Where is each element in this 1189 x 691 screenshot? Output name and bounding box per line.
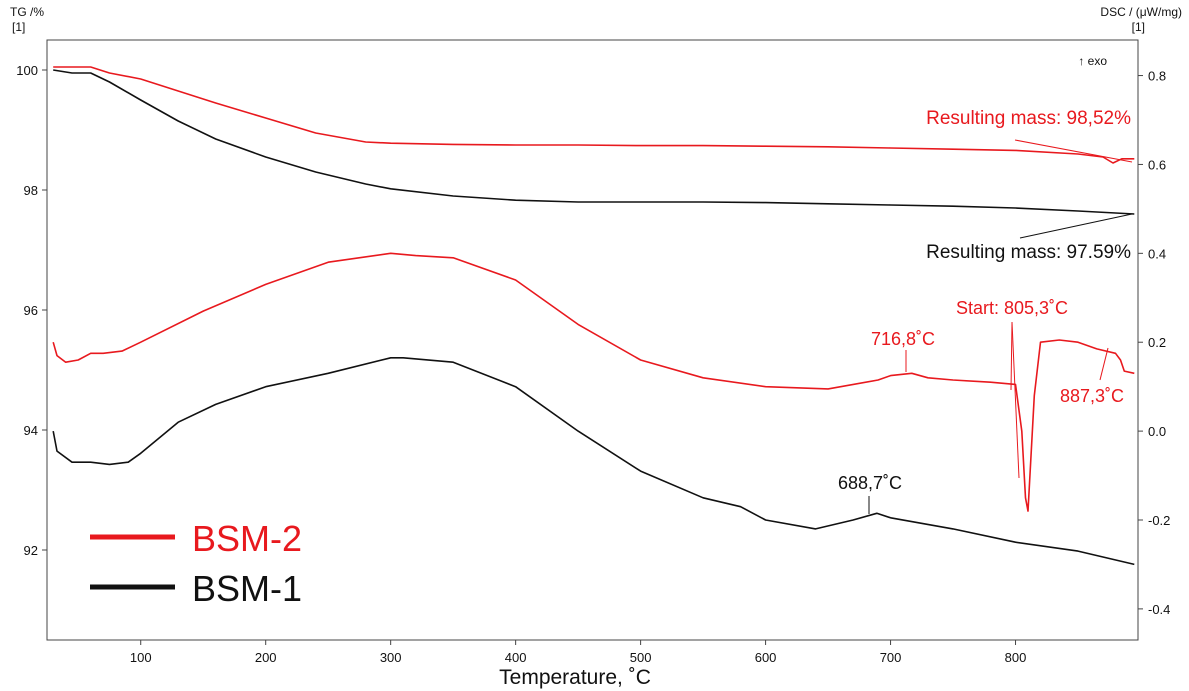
- x-tick-label: 400: [505, 650, 527, 665]
- legend-label-bsm2: BSM-2: [192, 518, 302, 559]
- left-tick-label: 98: [24, 183, 38, 198]
- x-tick-label: 500: [630, 650, 652, 665]
- left-tick-label: 94: [24, 423, 38, 438]
- right-tick-label: 0.4: [1148, 246, 1166, 261]
- right-tick-label: -0.4: [1148, 602, 1170, 617]
- right-axis-ticks: 0.8 0.6 0.4 0.2 0.0 -0.2 -0.4: [1138, 69, 1170, 617]
- right-axis-label: DSC / (μW/mg): [1100, 5, 1182, 19]
- left-axis-label: TG /%: [10, 5, 44, 19]
- leader-line-bsm1-mass: [1019, 213, 1133, 239]
- series-line-bsm-2-dsc: [52, 252, 1135, 512]
- annotation-8873: 887,3˚C: [1060, 386, 1124, 406]
- right-tick-label: 0.0: [1148, 424, 1166, 439]
- annotation-7168: 716,8˚C: [871, 329, 935, 349]
- x-tick-label: 200: [255, 650, 277, 665]
- x-tick-label: 100: [130, 650, 152, 665]
- right-tick-label: 0.2: [1148, 335, 1166, 350]
- series-layer: [52, 66, 1135, 566]
- exo-label: ↑ exo: [1078, 54, 1107, 68]
- leader-line-bsm2-mass: [1014, 139, 1133, 163]
- marker-start-8053-b: [1010, 321, 1013, 391]
- legend: BSM-2 BSM-1: [90, 518, 302, 609]
- marker-start-8053: [1011, 321, 1020, 479]
- annotation-bsm1-resulting-mass: Resulting mass: 97.59%: [926, 242, 1131, 263]
- x-tick-label: 800: [1005, 650, 1027, 665]
- series-line-bsm-2-tg: [53, 66, 1135, 164]
- x-tick-label: 600: [755, 650, 777, 665]
- plot-frame: [46, 39, 1139, 641]
- x-axis-ticks: 100 200 300 400 500 600 700 800: [130, 640, 1027, 665]
- annotation-start-8053: Start: 805,3˚C: [956, 298, 1068, 318]
- annotation-markers: [868, 139, 1133, 514]
- marker-8873: [1099, 347, 1109, 381]
- right-axis-unit: [1]: [1132, 20, 1145, 34]
- legend-label-bsm1: BSM-1: [192, 568, 302, 609]
- annotation-bsm2-resulting-mass: Resulting mass: 98,52%: [926, 108, 1131, 129]
- right-tick-label: 0.6: [1148, 157, 1166, 172]
- left-tick-label: 100: [16, 63, 38, 78]
- x-tick-label: 700: [880, 650, 902, 665]
- x-tick-label: 300: [380, 650, 402, 665]
- series-line-bsm-1-tg: [53, 69, 1135, 215]
- right-tick-label: 0.8: [1148, 69, 1166, 84]
- x-axis-label: Temperature, ˚C: [499, 666, 651, 689]
- left-tick-label: 92: [24, 543, 38, 558]
- left-tick-label: 96: [24, 303, 38, 318]
- series-line-bsm-1-dsc: [52, 356, 1135, 566]
- right-tick-label: -0.2: [1148, 513, 1170, 528]
- left-axis-unit: [1]: [12, 20, 25, 34]
- left-axis-ticks: 100 98 96 94 92: [16, 63, 47, 558]
- annotation-6887: 688,7˚C: [838, 473, 902, 493]
